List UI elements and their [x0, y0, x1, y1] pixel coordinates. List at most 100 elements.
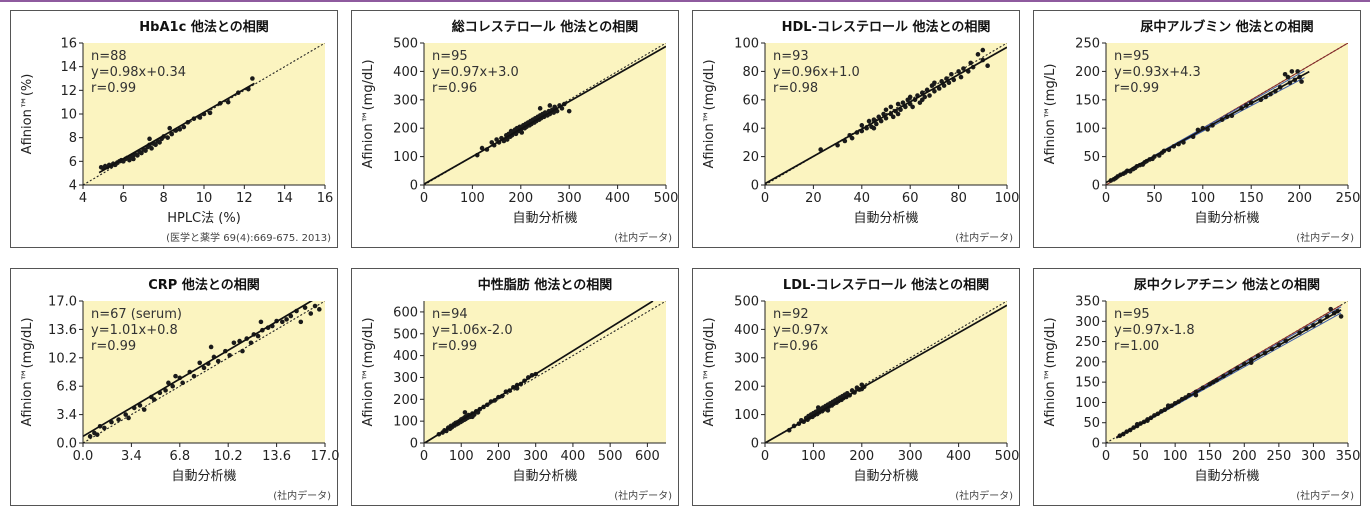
y-tick-label: 100	[393, 415, 418, 430]
chart-svg: HDL-コレステロール 他法との相関 0 20 40 60 80 100 0 20 40 60 80 1…	[702, 19, 1019, 244]
source-note: (社内データ)	[273, 489, 331, 502]
stats-line: r=1.00	[1114, 339, 1159, 354]
y-tick-label: 100	[393, 150, 418, 165]
y-tick-label: 100	[1075, 396, 1100, 411]
data-point	[102, 425, 107, 431]
regression-line	[765, 46, 1007, 185]
x-tick-label: 0	[761, 449, 769, 464]
y-tick-label: 400	[734, 323, 759, 338]
y-tick-label: 200	[393, 122, 418, 137]
y-tick-label: 400	[393, 349, 418, 364]
regression-line	[424, 45, 666, 185]
data-point	[479, 145, 485, 151]
data-point	[116, 417, 121, 422]
data-point	[279, 319, 285, 325]
chart-panel: HbA1c 他法との相関 4 6 8 10 12 14 16 4 6 8 10 12 14 16 HPLC法 …	[10, 10, 338, 248]
data-point	[866, 118, 872, 124]
identity-line	[83, 301, 325, 443]
stats-line: r=0.99	[432, 339, 477, 354]
chart-svg: 尿中クレアチニン 他法との相関 0 50 100 150 200 250 300 350 0 50 1…	[1043, 277, 1361, 502]
line-group	[765, 301, 1007, 443]
chart-title: CRP 他法との相関	[148, 277, 259, 293]
data-point	[131, 156, 136, 162]
data-point	[874, 121, 879, 127]
stats-line: r=0.98	[773, 81, 818, 96]
data-point	[231, 340, 237, 346]
source-note: (社内データ)	[614, 489, 672, 502]
x-tick-label: 20	[805, 191, 822, 206]
y-tick-label: 150	[1075, 376, 1100, 391]
data-point	[143, 148, 148, 153]
x-tick-label: 200	[849, 449, 874, 464]
x-tick-label: 350	[1336, 449, 1361, 464]
regression-line	[1106, 70, 1310, 184]
chart-title: 中性脂肪 他法との相関	[478, 277, 612, 293]
data-point	[201, 365, 207, 371]
x-tick-label: 0	[420, 191, 428, 206]
stats-line: r=0.96	[432, 81, 477, 96]
data-point	[127, 157, 132, 163]
y-tick-label: 500	[393, 327, 418, 342]
data-point	[883, 115, 889, 121]
data-point	[1295, 69, 1300, 74]
x-tick-label: 150	[1239, 191, 1264, 206]
x-tick-label: 17.0	[311, 449, 339, 464]
data-point	[946, 80, 952, 86]
stats-line: n=93	[773, 49, 809, 64]
y-tick-label: 0	[1092, 179, 1100, 194]
data-point	[87, 434, 93, 439]
y-tick-label: 300	[734, 351, 759, 366]
x-axis-title: 自動分析機	[171, 469, 236, 484]
source-note: (社内データ)	[955, 231, 1013, 244]
x-tick-label: 10	[196, 191, 213, 206]
x-tick-label: 8	[160, 191, 168, 206]
data-point	[949, 71, 954, 77]
y-axis-title: Afinion™(mg/dL)	[702, 59, 717, 168]
data-point	[137, 403, 143, 408]
data-point	[207, 110, 213, 116]
data-point	[197, 115, 203, 120]
x-axis-title: 自動分析機	[512, 211, 577, 226]
data-point	[890, 114, 896, 120]
data-point	[225, 99, 231, 105]
chart-panel: CRP 他法との相関 0.0 3.4 6.8 10.2 13.6 17.0 0.0 3.4 6.8…	[10, 268, 339, 506]
y-tick-label: 12	[60, 84, 77, 99]
top-rule	[0, 0, 1370, 2]
regression-line	[1115, 309, 1342, 439]
y-tick-label: 10	[60, 108, 77, 123]
x-axis-title: 自動分析機	[853, 211, 918, 226]
data-point	[191, 373, 197, 379]
stats-line: y=0.98x+0.34	[91, 65, 186, 80]
y-tick-label: 4	[69, 179, 77, 194]
y-tick-label: 100	[1075, 122, 1100, 137]
x-tick-label: 400	[605, 191, 630, 206]
y-axis-title: Afinion™(%)	[20, 74, 35, 155]
data-point	[250, 76, 255, 81]
chart-title: 尿中アルブミン 他法との相関	[1140, 19, 1313, 35]
data-point	[1285, 74, 1291, 80]
chart-title: 尿中クレアチニン 他法との相関	[1134, 277, 1320, 293]
data-point	[151, 397, 157, 402]
y-tick-label: 100	[734, 37, 759, 52]
y-axis-title: Afinion™(mg/L)	[1043, 64, 1058, 165]
data-point	[135, 153, 140, 158]
data-point	[936, 86, 942, 91]
chart-title: 総コレステロール 他法との相関	[452, 19, 638, 35]
data-point	[170, 383, 175, 389]
data-point	[920, 97, 925, 103]
data-point	[519, 130, 525, 135]
x-tick-label: 0	[761, 191, 769, 206]
data-point	[157, 140, 162, 145]
data-point	[298, 319, 304, 325]
data-point	[944, 76, 949, 81]
y-tick-label: 40	[742, 122, 759, 137]
data-point	[566, 108, 572, 114]
chart-title: HDL-コレステロール 他法との相関	[782, 19, 991, 35]
line-group	[83, 301, 325, 443]
y-tick-label: 0	[1092, 437, 1100, 452]
stats-line: y=0.97x+3.0	[432, 65, 519, 80]
data-point	[961, 66, 966, 71]
x-tick-label: 6.8	[169, 449, 190, 464]
line-group	[1106, 43, 1348, 185]
y-tick-label: 150	[1075, 93, 1100, 108]
